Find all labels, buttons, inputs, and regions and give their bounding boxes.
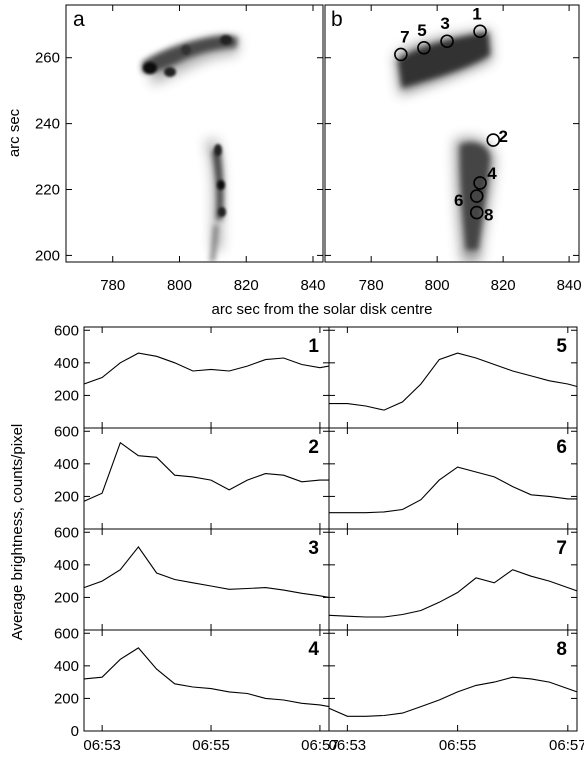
lightcurve-panel-number: 8 (556, 639, 567, 660)
region-label-8: 8 (484, 206, 493, 225)
lightcurve-panel-number: 3 (308, 538, 319, 559)
lightcurve-panel-6: 6 (328, 427, 578, 530)
lightcurve-y-tick-label: 400 (54, 658, 79, 675)
region-label-1: 1 (472, 4, 481, 23)
image-axes-a: 780 800 820 840 200 220 240 260 (35, 5, 326, 294)
lightcurve-y-tick-label: 200 (54, 488, 79, 505)
lightcurve-y-tick-label: 200 (54, 387, 79, 404)
lightcurve-y-tick-label: 200 (54, 589, 79, 606)
image-x-tick-label: 780 (359, 277, 384, 294)
image-x-tick-label: 800 (167, 277, 192, 294)
lightcurve-frame (328, 427, 578, 530)
lightcurve-y-axis-label: Average brightness, counts/pixel (9, 424, 26, 641)
image-y-tick-label: 200 (35, 247, 60, 264)
region-contour-1 (473, 24, 487, 39)
lightcurve-series-4 (83, 647, 330, 708)
lightcurve-y-tick-label: 400 (54, 355, 79, 372)
lightcurve-y-tick-label: 400 (54, 456, 79, 473)
image-y-tick-label: 240 (35, 116, 60, 133)
image-panel-b: b 1 2 3 4 5 6 7 8 (324, 4, 580, 263)
region-contours: 1 2 3 4 5 6 7 8 (394, 4, 508, 225)
image-x-tick-label: 780 (100, 277, 125, 294)
lightcurve-series-6 (329, 466, 577, 514)
lightcurve-frame (328, 629, 578, 732)
lightcurve-panel-number: 2 (308, 437, 319, 458)
panel-b-emission (395, 30, 495, 262)
region-contour-4 (473, 176, 487, 190)
lightcurve-panel-4: 0 200 400 600 06:53 06:55 06:57 4 (54, 625, 339, 754)
image-x-tick-label: 820 (491, 277, 516, 294)
lightcurve-x-tick-label: 06:57 (549, 737, 584, 754)
lightcurve-series-3 (83, 545, 330, 598)
panel-letter-b: b (331, 8, 343, 31)
lightcurve-grid: 200 400 600 1 5 200 400 600 2 6 200 400 600 3 7 0 200 400… (54, 322, 584, 754)
image-x-tick-label: 800 (425, 277, 450, 294)
region-contour-2 (486, 133, 501, 147)
region-contour-8 (469, 205, 484, 220)
region-contour-6 (469, 189, 484, 203)
lightcurve-series-5 (329, 352, 578, 411)
image-x-tick-label: 840 (300, 277, 325, 294)
lightcurve-y-tick-label: 400 (54, 557, 79, 574)
lightcurve-panel-number: 7 (556, 538, 567, 559)
image-panel-a: a (65, 4, 324, 263)
region-label-7: 7 (400, 27, 409, 46)
lightcurve-x-tick-label: 06:57 (301, 737, 339, 754)
lightcurve-y-tick-label: 600 (54, 625, 79, 642)
lightcurve-y-tick-label: 600 (54, 524, 79, 541)
lightcurve-panel-3: 200 400 600 3 (54, 524, 330, 631)
image-x-tick-label: 820 (234, 277, 259, 294)
lightcurve-panel-number: 4 (308, 639, 319, 660)
lightcurve-y-tick-label: 0 (71, 723, 79, 740)
lightcurve-series-7 (328, 569, 578, 618)
lightcurve-panel-5: 5 (328, 326, 578, 429)
lightcurve-frame (83, 326, 330, 429)
lightcurve-y-tick-label: 200 (54, 690, 79, 707)
lightcurve-y-tick-label: 600 (54, 322, 79, 339)
region-label-5: 5 (417, 21, 426, 40)
region-label-3: 3 (440, 14, 449, 33)
image-x-axis-label: arc sec from the solar disk centre (212, 301, 433, 318)
region-contour-7 (394, 47, 408, 62)
lightcurve-panel-7: 7 (328, 528, 578, 631)
lightcurve-frame (328, 326, 578, 429)
image-y-tick-label: 220 (35, 182, 60, 199)
lightcurve-series-8 (328, 676, 578, 717)
lightcurve-series-1 (83, 352, 330, 385)
image-y-tick-label: 260 (35, 50, 60, 67)
panel-letter-a: a (73, 8, 85, 31)
image-y-axis-label: arc sec (6, 108, 23, 157)
lightcurve-panel-number: 6 (556, 437, 567, 458)
region-contour-3 (440, 34, 454, 49)
lightcurve-panel-2: 200 400 600 2 (54, 423, 330, 530)
region-label-6: 6 (454, 191, 463, 210)
lightcurve-panel-1: 200 400 600 1 (54, 322, 330, 429)
lightcurve-x-tick-label: 06:53 (83, 737, 121, 754)
lightcurve-frame (328, 528, 578, 631)
lightcurve-x-tick-label: 06:53 (329, 737, 367, 754)
image-axes-b: 780 800 820 840 (325, 5, 582, 294)
lightcurve-panel-number: 5 (556, 336, 567, 357)
image-x-tick-label: 840 (557, 277, 582, 294)
region-contour-5 (417, 41, 431, 55)
lightcurve-frame (83, 528, 330, 631)
lightcurve-frame (83, 629, 330, 732)
lightcurve-series-2 (83, 441, 329, 502)
lightcurve-y-tick-label: 600 (54, 423, 79, 440)
lightcurve-panel-8: 06:53 06:55 06:57 8 (328, 629, 584, 754)
region-label-4: 4 (487, 164, 497, 183)
lightcurve-x-tick-label: 06:55 (439, 737, 477, 754)
lightcurve-panel-number: 1 (308, 336, 319, 357)
lightcurve-x-tick-label: 06:55 (192, 737, 230, 754)
panel-a-emission (142, 35, 240, 262)
region-label-2: 2 (498, 127, 507, 146)
